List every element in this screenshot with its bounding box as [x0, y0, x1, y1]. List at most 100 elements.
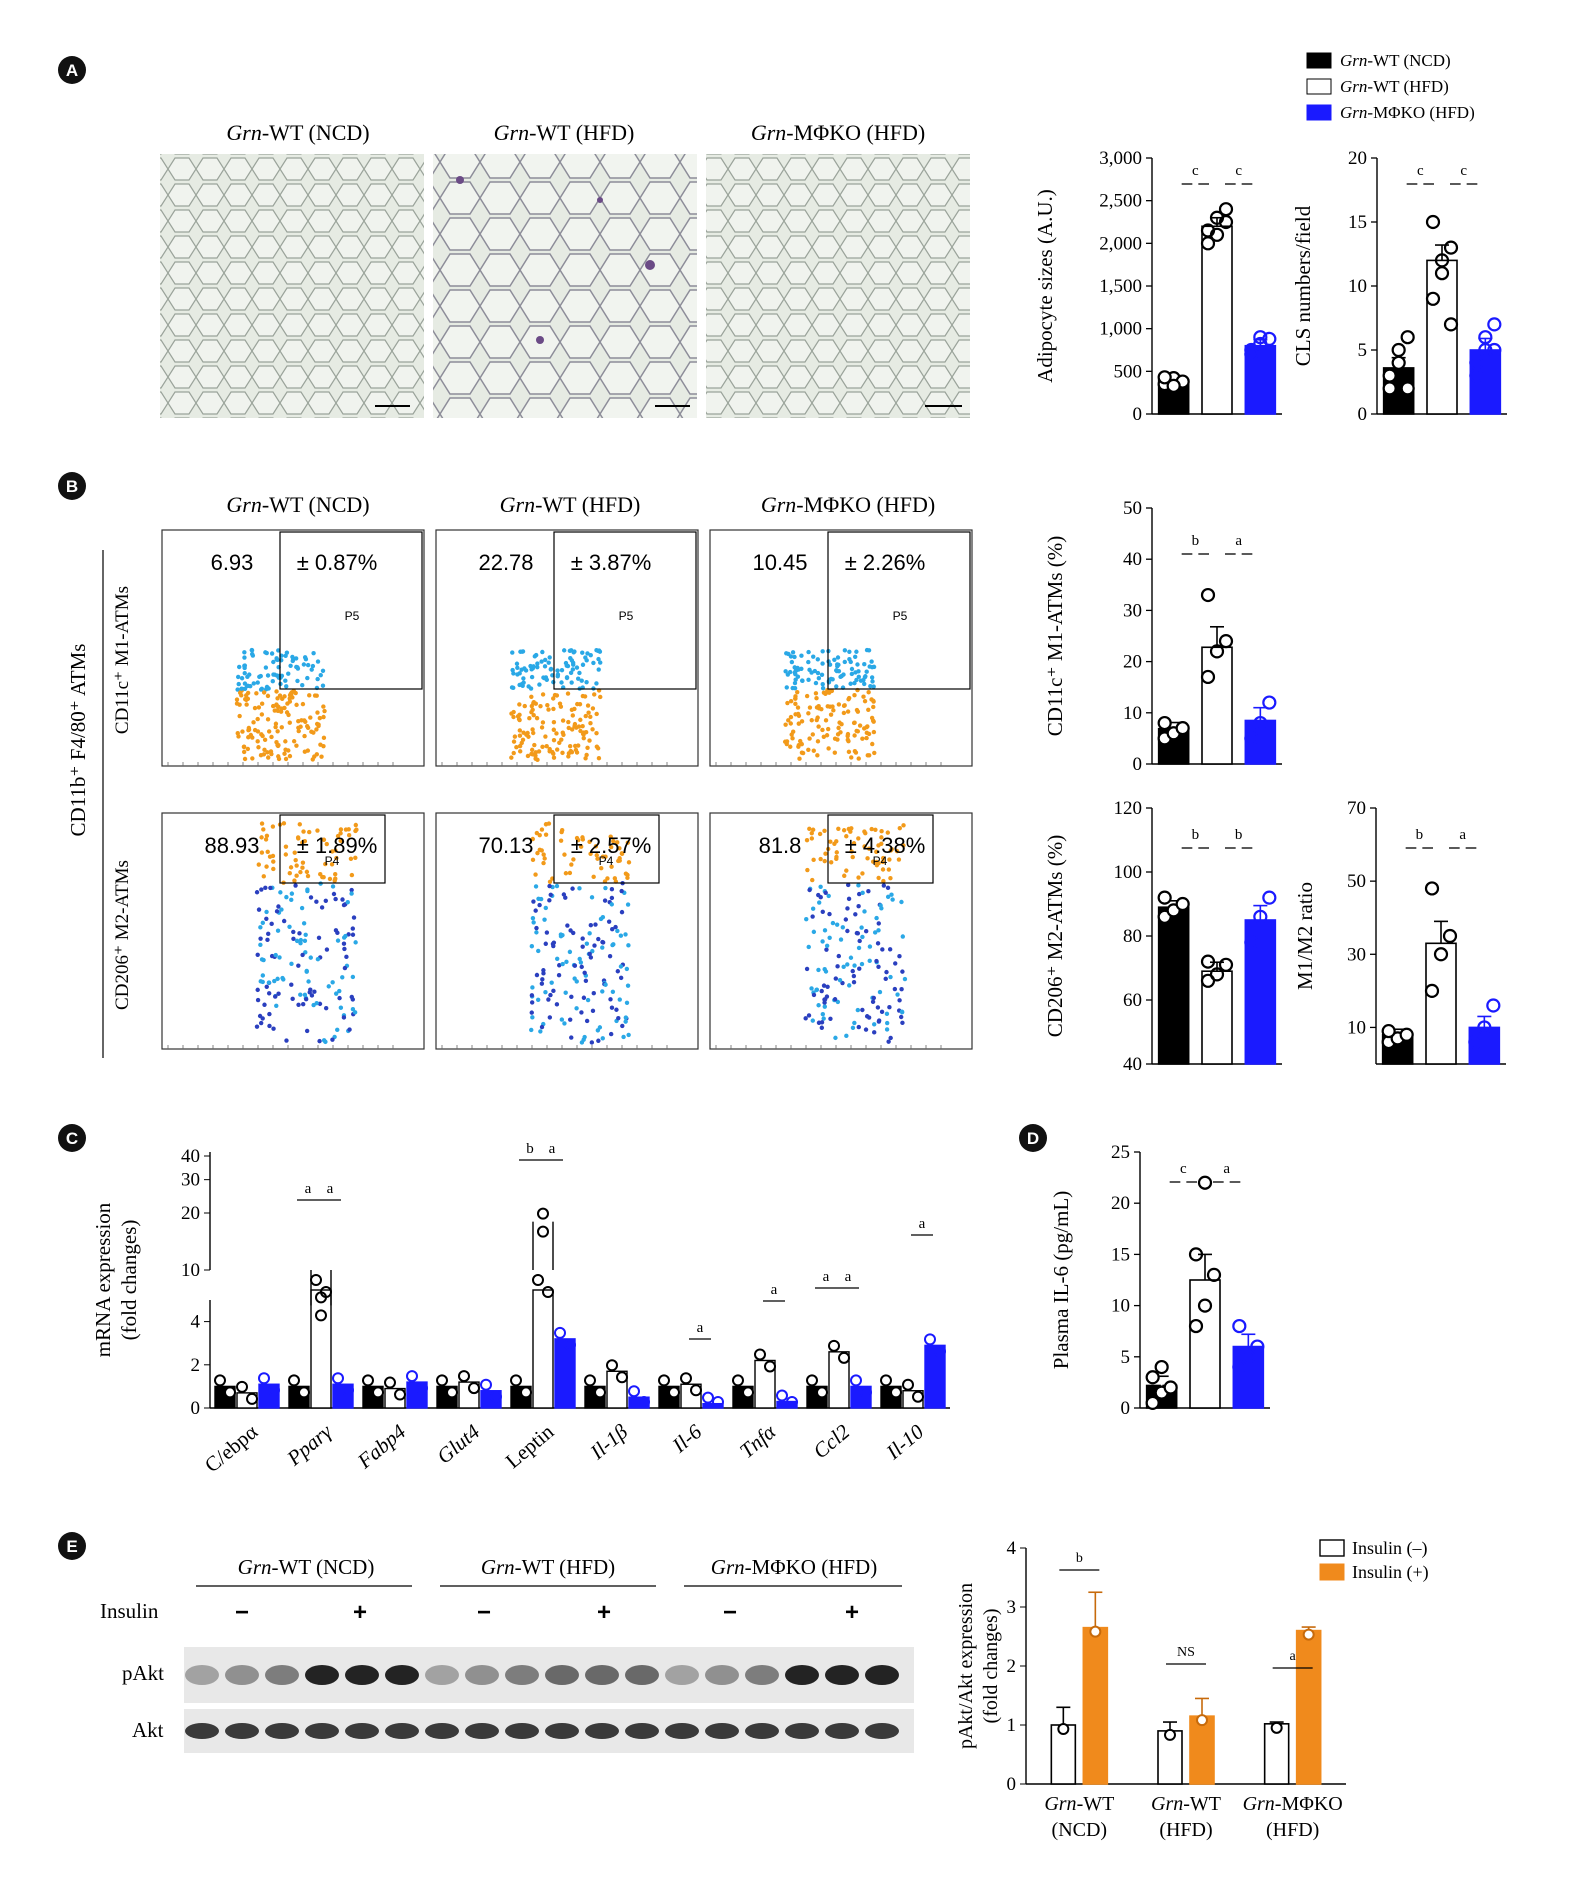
facs-event [562, 1021, 567, 1026]
facs-event [531, 664, 536, 669]
facs-event [554, 1002, 560, 1007]
facs-event [582, 694, 588, 699]
facs-event [851, 979, 857, 985]
data-point [1270, 1721, 1283, 1734]
y-tick-label: 4 [1007, 1538, 1017, 1559]
facs-event [834, 850, 839, 855]
facs-event [789, 732, 794, 737]
y-tick-label: 20 [1348, 148, 1367, 169]
histology-title-ko: Grn-MΦKO (HFD) [751, 120, 925, 145]
facs-event [887, 947, 893, 952]
facs-event [580, 944, 585, 949]
facs-event [852, 693, 857, 698]
histology-titles: Grn-WT (NCD) Grn-WT (HFD) Grn-MΦKO (HFD) [226, 120, 925, 145]
facs-event [288, 663, 293, 668]
facs-event [555, 672, 561, 677]
bar [680, 1383, 702, 1409]
facs-event [268, 885, 273, 891]
facs-event [550, 749, 555, 755]
facs-event [817, 900, 822, 905]
facs-event [551, 755, 557, 760]
facs-event [283, 653, 288, 658]
facs-event [597, 649, 603, 654]
data-point [1209, 227, 1225, 242]
facs-event [854, 677, 859, 683]
facs-event [266, 755, 271, 760]
facs-event [897, 825, 902, 831]
facs-event [305, 887, 310, 892]
facs-event [309, 667, 314, 672]
facs-event [819, 1020, 825, 1025]
data-point [638, 1396, 650, 1408]
facs-event [603, 982, 608, 987]
facs-event [610, 989, 616, 994]
facs-event [585, 703, 591, 708]
facs-event [283, 739, 288, 744]
data-point [1262, 331, 1277, 347]
facs-event [814, 987, 819, 993]
facs-event [792, 680, 798, 686]
facs-event [593, 922, 598, 927]
panel-badge-c: C [58, 1124, 86, 1152]
facs-event [257, 1013, 263, 1019]
data-point [1425, 291, 1441, 306]
facs-event [830, 920, 836, 926]
facs-event [596, 1038, 601, 1043]
facs-event [330, 980, 335, 985]
data-point [214, 1374, 226, 1387]
facs-event [826, 893, 831, 899]
facs-event [876, 964, 881, 970]
facs-gate [553, 814, 660, 884]
legend-label-ncd: Grn-WT (NCD) [1340, 51, 1451, 70]
y-tick-label: 50 [1347, 871, 1366, 892]
sig-label: b [1235, 827, 1243, 843]
facs-event [296, 725, 301, 730]
facs-event [579, 1010, 584, 1015]
facs-event [239, 676, 245, 681]
panel-badge-b: B [58, 472, 86, 500]
facs-event [580, 837, 586, 842]
facs-event [874, 958, 879, 964]
facs-event [847, 983, 852, 988]
facs-event [789, 659, 795, 665]
facs-event [269, 651, 275, 656]
facs-event [521, 680, 526, 685]
facs-event [544, 743, 549, 749]
data-point [268, 1384, 280, 1397]
legend-swatch-insulin-minus [1319, 1539, 1345, 1557]
western-blot: Grn-WT (NCD) Grn-WT (HFD) Grn-MΦKO (HFD)… [100, 1555, 914, 1753]
data-point [1157, 890, 1172, 905]
facs-event [820, 727, 825, 733]
y-tick-label: 1 [1007, 1715, 1017, 1736]
legend-label-insulin-plus: Insulin (+) [1352, 1562, 1429, 1583]
facs-event [321, 714, 326, 720]
facs-event [820, 686, 826, 691]
facs-event [273, 952, 278, 958]
facs-event [533, 750, 538, 755]
facs-event [297, 931, 302, 936]
facs-event [795, 705, 801, 710]
facs-event [290, 654, 295, 660]
facs-event [551, 727, 557, 732]
data-point [362, 1374, 374, 1387]
facs-event [588, 652, 593, 658]
data-point [712, 1396, 724, 1408]
data-point [890, 1386, 902, 1399]
facs-event [851, 973, 857, 979]
facs-event [849, 666, 855, 672]
facs-event [519, 667, 524, 672]
facs-event [572, 963, 578, 968]
facs-event [810, 827, 816, 832]
data-point [1154, 1359, 1169, 1375]
facs-event [836, 702, 842, 707]
facs-event [835, 999, 841, 1005]
facs-event [259, 850, 265, 855]
facs-event [552, 692, 558, 698]
facs-event [334, 855, 339, 861]
facs-event [551, 719, 557, 725]
facs-event [261, 874, 266, 879]
facs-event [835, 964, 840, 969]
facs-event [279, 725, 284, 730]
facs-event [275, 729, 280, 734]
facs-event [517, 702, 522, 707]
